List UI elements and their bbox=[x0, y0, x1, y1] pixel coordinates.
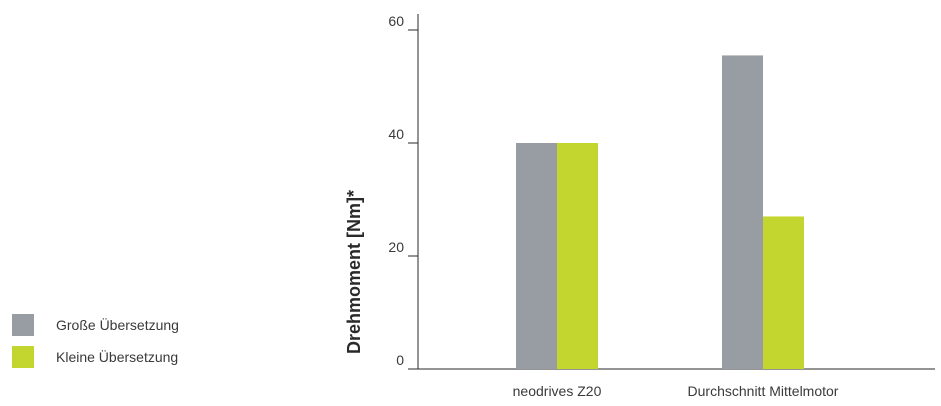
x-tick-label: neodrives Z20 bbox=[513, 383, 602, 399]
category-labels: neodrives Z20 Durchschnitt Mittelmotor bbox=[513, 383, 839, 399]
x-tick-label: Durchschnitt Mittelmotor bbox=[688, 383, 839, 399]
legend-swatch-grosse bbox=[12, 314, 34, 336]
legend-item-kleine: Kleine Übersetzung bbox=[12, 346, 179, 368]
bar bbox=[557, 143, 598, 369]
bar bbox=[763, 216, 804, 369]
bar bbox=[516, 143, 557, 369]
y-tick-label: 60 bbox=[388, 13, 404, 29]
y-axis: 0 20 40 60 bbox=[388, 13, 419, 370]
y-tick-label: 40 bbox=[388, 126, 404, 142]
legend-label-grosse: Große Übersetzung bbox=[56, 317, 179, 333]
legend: Große Übersetzung Kleine Übersetzung bbox=[12, 314, 179, 378]
y-axis-label: Drehmoment [Nm]* bbox=[344, 190, 364, 354]
legend-label-kleine: Kleine Übersetzung bbox=[56, 349, 179, 365]
bars bbox=[516, 55, 804, 370]
y-tick-label: 20 bbox=[388, 239, 404, 255]
legend-item-grosse: Große Übersetzung bbox=[12, 314, 179, 336]
bar bbox=[722, 55, 763, 370]
legend-swatch-kleine bbox=[12, 346, 34, 368]
y-tick-label: 0 bbox=[396, 352, 404, 368]
